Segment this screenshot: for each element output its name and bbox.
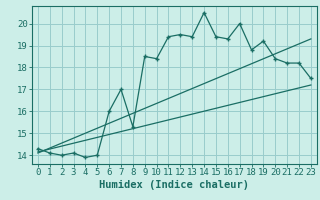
X-axis label: Humidex (Indice chaleur): Humidex (Indice chaleur) [100,180,249,190]
